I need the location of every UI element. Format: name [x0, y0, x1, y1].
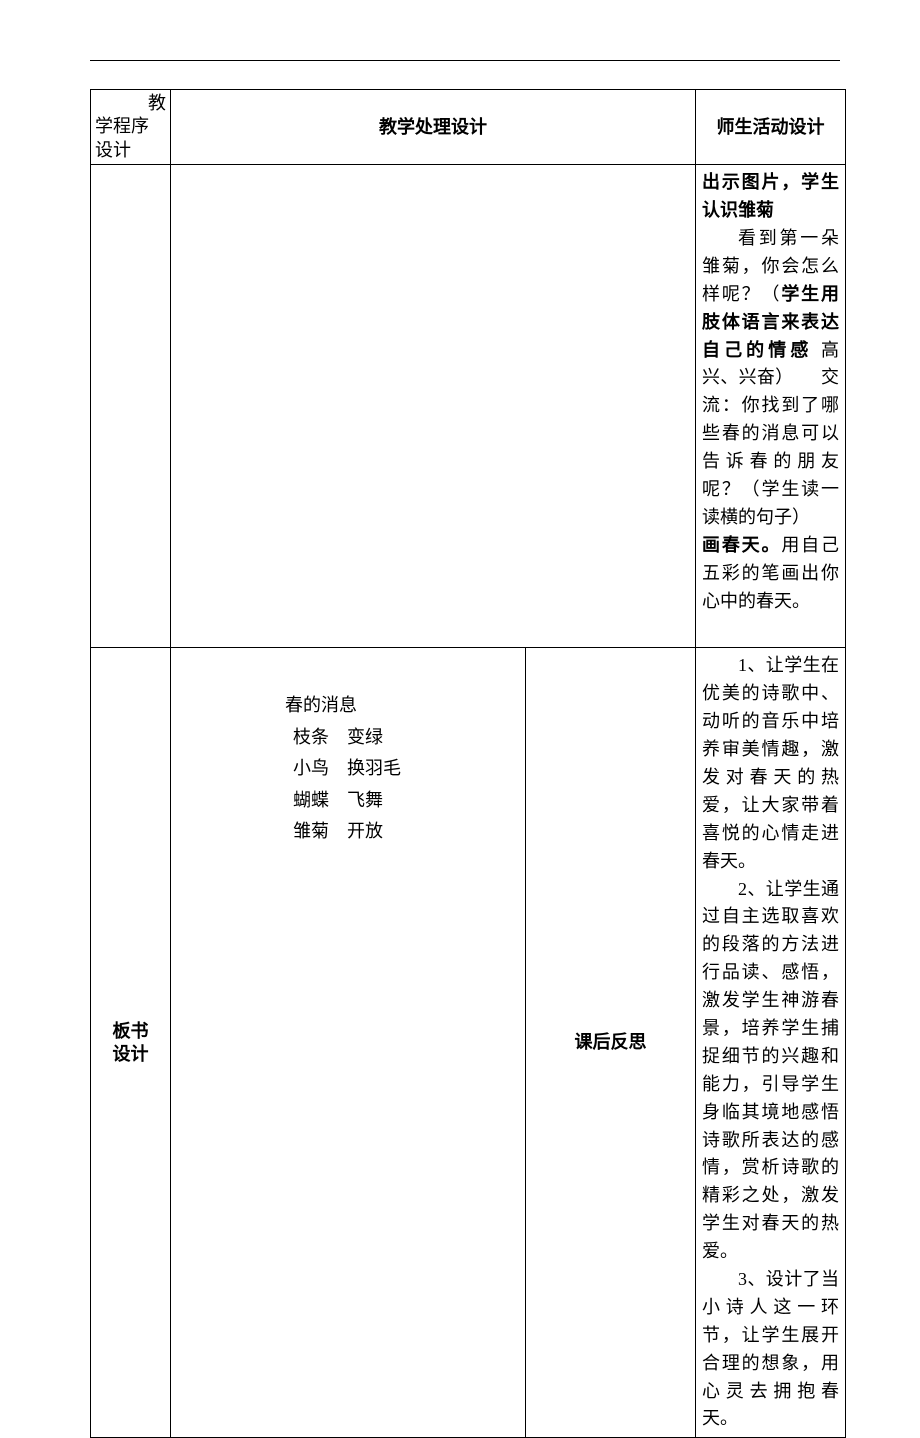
board-content: 春的消息 枝条 变绿 小鸟 换羽毛 蝴蝶 飞舞 雏菊 开放	[177, 650, 519, 858]
activity-bold-text: 出示图片，学生认识雏菊	[702, 172, 839, 220]
horizontal-rule	[90, 60, 840, 61]
board-design-cell: 春的消息 枝条 变绿 小鸟 换羽毛 蝴蝶 飞舞 雏菊 开放	[171, 648, 526, 1438]
lesson-plan-table: 教 学程序设计 教学处理设计 师生活动设计 出示图片，学生认识雏菊 看到第一朵雏…	[90, 89, 846, 1438]
board-item-b: 飞舞	[347, 785, 383, 817]
row1-activity: 出示图片，学生认识雏菊 看到第一朵雏菊，你会怎么样呢？（学生用肢体语言来表达自己…	[696, 165, 846, 648]
board-item: 小鸟 换羽毛	[257, 753, 509, 785]
board-item: 蝴蝶 飞舞	[257, 785, 509, 817]
activity-p3bold: 画春天。	[702, 535, 781, 555]
table-header-row: 教 学程序设计 教学处理设计 师生活动设计	[91, 90, 846, 165]
activity-p2b: 高兴、兴奋） 交流：你找到了哪些春的消息可以告诉春的朋友呢？（学生读一读横的句子…	[702, 340, 839, 527]
activity-para3: 画春天。用自己五彩的笔画出你心中的春天。	[702, 532, 839, 616]
reflection-text: 1、让学生在优美的诗歌中、动听的音乐中培养审美情趣，激发对春天的热爱，让大家带着…	[696, 648, 846, 1438]
header-col1: 教 学程序设计	[91, 90, 171, 165]
row1-col1-empty	[91, 165, 171, 648]
reflect-p2: 2、让学生通过自主选取喜欢的段落的方法进行品读、感悟，激发学生神游春景，培养学生…	[702, 876, 839, 1266]
board-title: 春的消息	[257, 690, 509, 722]
spacer	[702, 615, 839, 643]
board-item: 雏菊 开放	[257, 816, 509, 848]
board-item-a: 小鸟	[257, 753, 347, 785]
header-col1-l2: 学程序设计	[95, 116, 149, 159]
header-col1-l1: 教	[148, 93, 166, 113]
reflection-label: 课后反思	[526, 648, 696, 1438]
board-item-b: 变绿	[347, 722, 383, 754]
activity-para: 看到第一朵雏菊，你会怎么样呢？（学生用肢体语言来表达自己的情感 高兴、兴奋） 交…	[702, 225, 839, 532]
board-item: 枝条 变绿	[257, 722, 509, 754]
board-item-a: 蝴蝶	[257, 785, 347, 817]
board-item-b: 换羽毛	[347, 753, 401, 785]
table-row: 出示图片，学生认识雏菊 看到第一朵雏菊，你会怎么样呢？（学生用肢体语言来表达自己…	[91, 165, 846, 648]
header-col3: 师生活动设计	[696, 90, 846, 165]
reflect-p1: 1、让学生在优美的诗歌中、动听的音乐中培养审美情趣，激发对春天的热爱，让大家带着…	[702, 652, 839, 875]
header-col2: 教学处理设计	[171, 90, 696, 165]
activity-bold-line: 出示图片，学生认识雏菊	[702, 169, 839, 225]
table-row: 板书 设计 春的消息 枝条 变绿 小鸟 换羽毛 蝴蝶 飞舞 雏菊	[91, 648, 846, 1438]
row1-col2-empty	[171, 165, 696, 648]
board-item-a: 雏菊	[257, 816, 347, 848]
side-b: 设计	[91, 1043, 170, 1066]
side-a: 板书	[91, 1020, 170, 1043]
board-item-b: 开放	[347, 816, 383, 848]
board-item-a: 枝条	[257, 722, 347, 754]
reflect-p3: 3、设计了当小诗人这一环节，让学生展开合理的想象，用心灵去拥抱春天。	[702, 1266, 839, 1433]
row2-side-label: 板书 设计	[91, 648, 171, 1438]
